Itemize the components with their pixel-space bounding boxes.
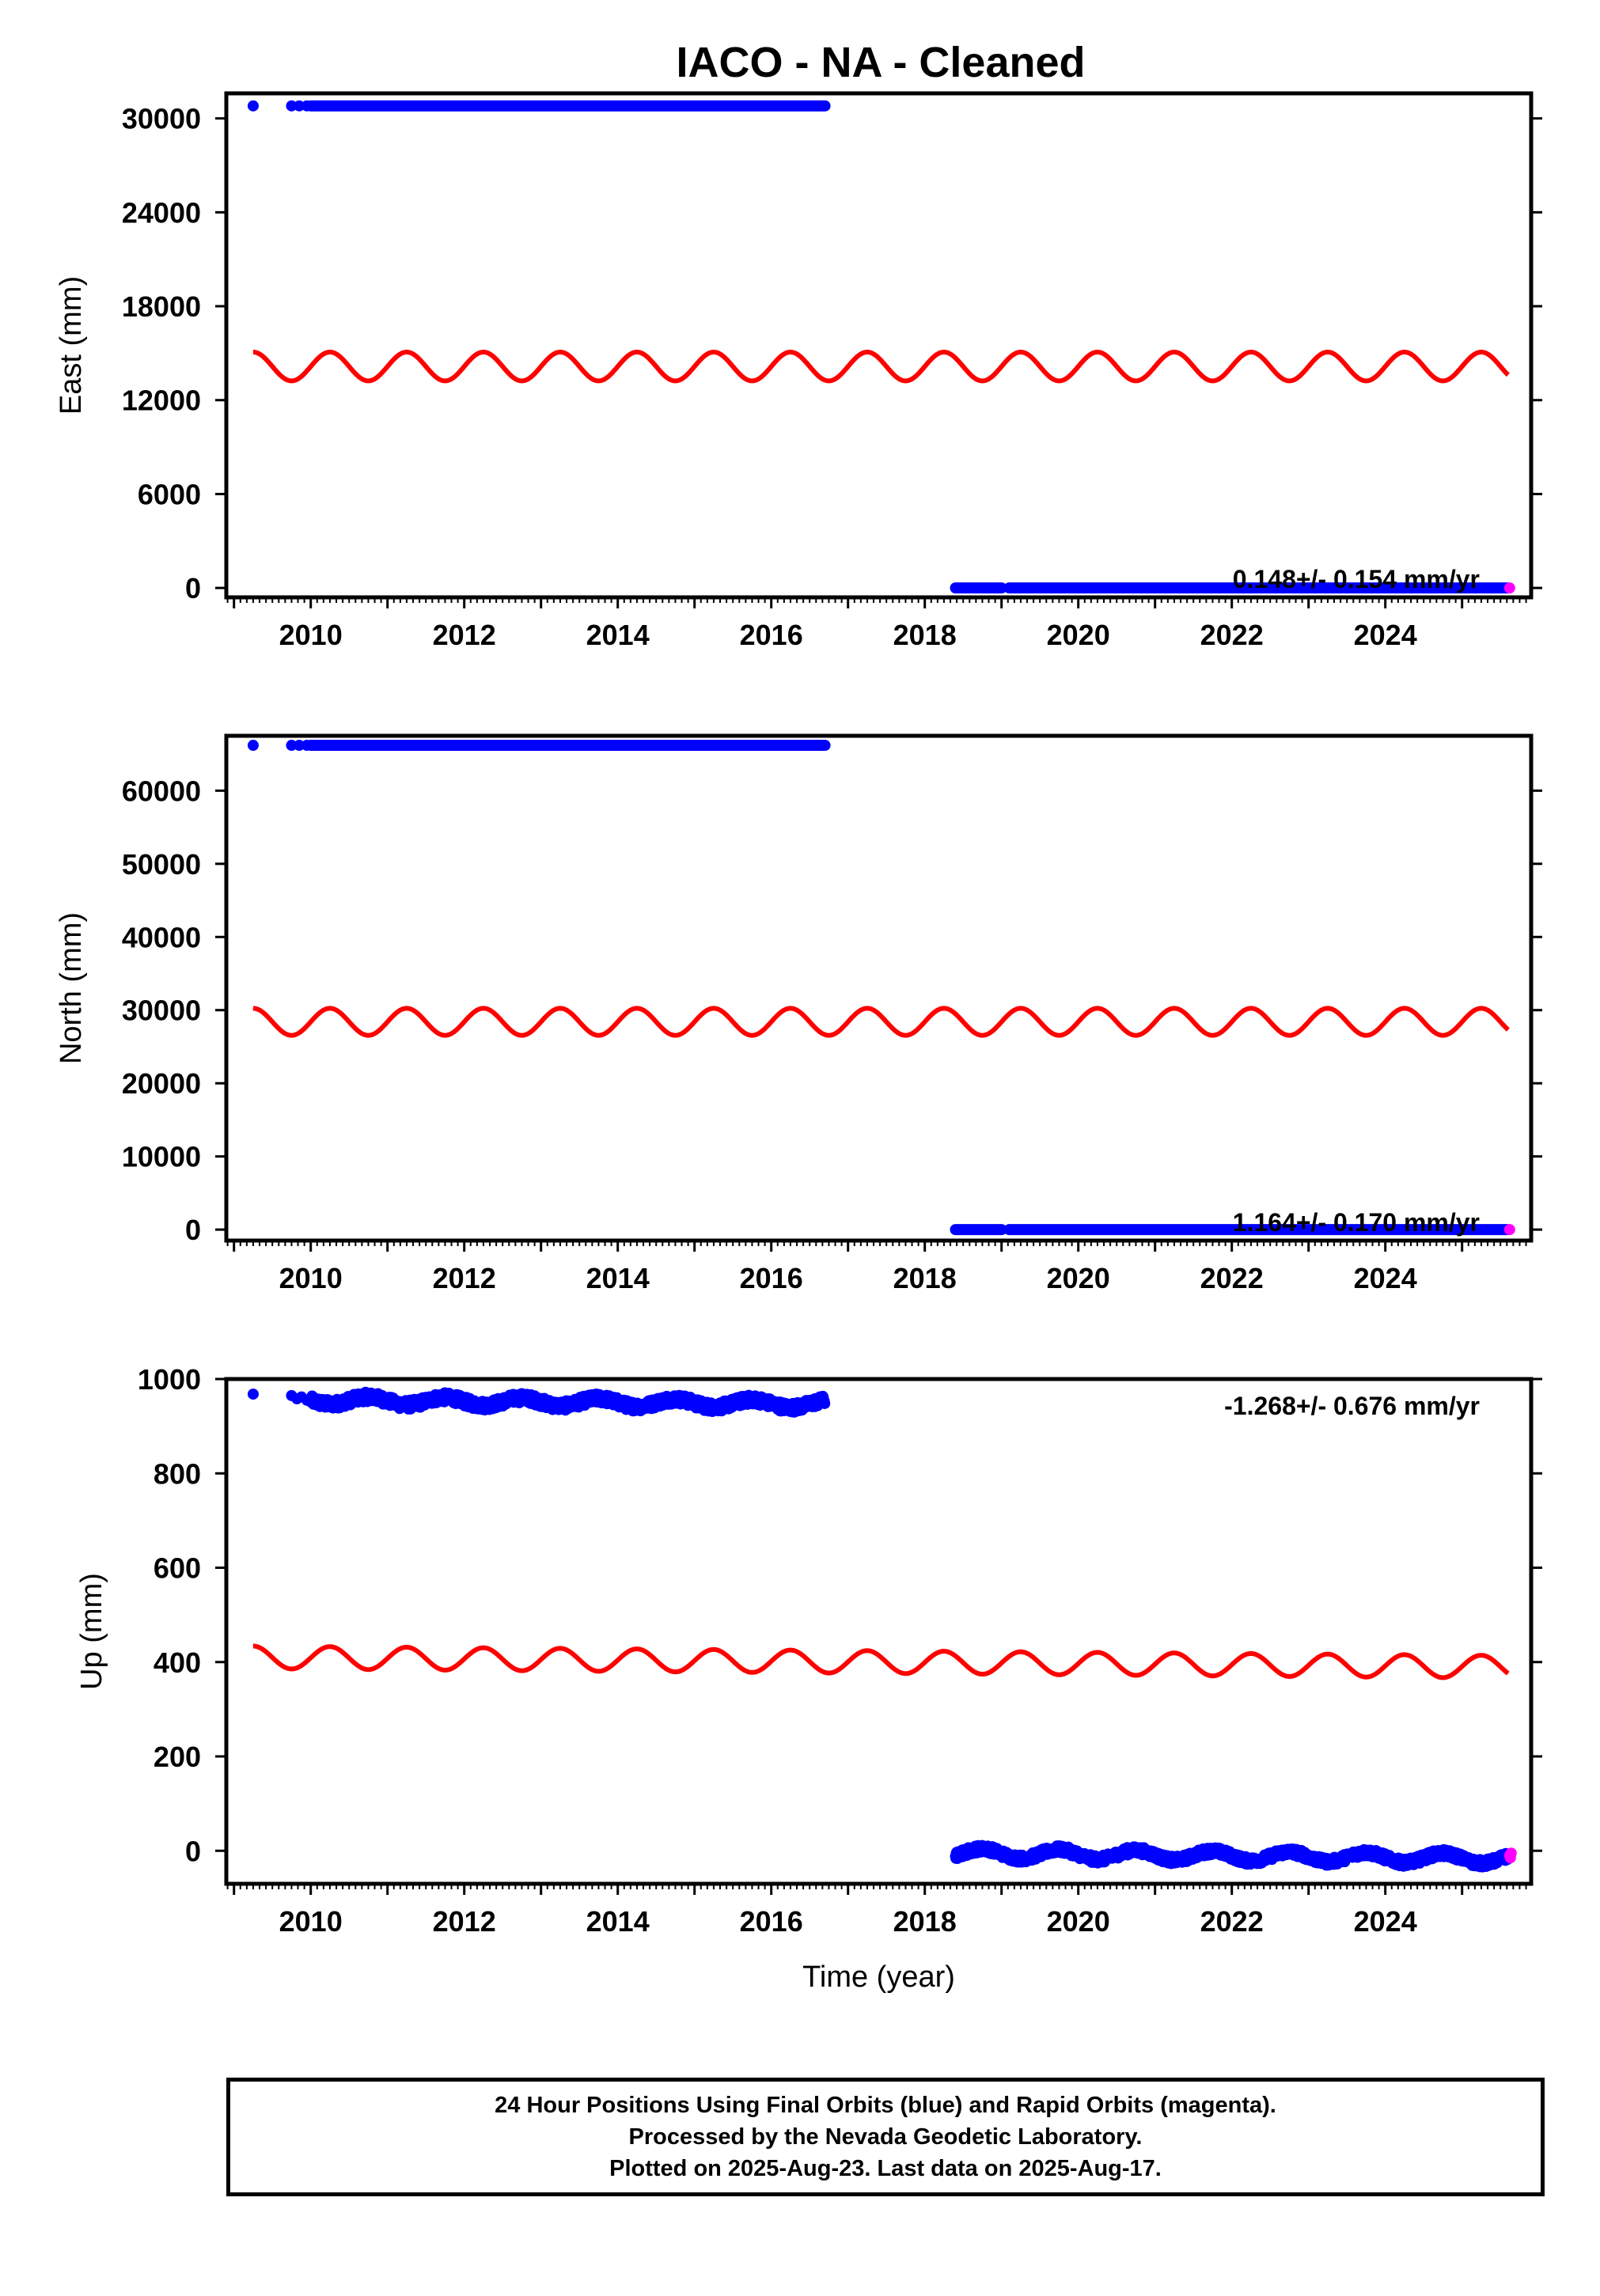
final-orbits-point (286, 100, 298, 112)
plot-area (247, 1386, 1517, 1873)
x-tick-label: 2010 (279, 1905, 343, 1938)
y-tick-label: 400 (154, 1646, 201, 1679)
final-orbits-point (247, 100, 259, 112)
x-tick-label: 2022 (1200, 619, 1264, 651)
chart-title: IACO - NA - Cleaned (676, 39, 1086, 86)
y-tick-label: 0 (185, 1214, 201, 1246)
x-tick-label: 2014 (586, 1262, 650, 1294)
final-orbits-points (305, 1386, 831, 1418)
rapid-orbits-point (1505, 1847, 1517, 1859)
x-tick-label: 2014 (586, 1905, 650, 1938)
final-orbits-point (286, 740, 298, 752)
footer-box: 24 Hour Positions Using Final Orbits (bl… (226, 2078, 1545, 2196)
rapid-orbits-point (1503, 1224, 1515, 1236)
x-tick-label: 2010 (279, 619, 343, 651)
y-tick-label: 6000 (138, 478, 201, 510)
y-tick-label: 800 (154, 1457, 201, 1490)
x-tick-label: 2018 (893, 619, 957, 651)
y-tick-label: 0 (185, 1835, 201, 1867)
model-curve (251, 350, 1510, 384)
rate-annotation: 0.148+/- 0.154 mm/yr (1233, 565, 1480, 593)
plot-area (247, 100, 1515, 594)
x-tick-label: 2024 (1354, 1905, 1417, 1938)
y-tick-label: 18000 (122, 290, 201, 323)
east-panel: 2010 2012 2014 2016 2018 2020 2022 2024 0 6000 120… (55, 91, 1542, 651)
x-tick-label: 2010 (279, 1262, 343, 1294)
final-orbits-points (950, 1839, 1514, 1873)
x-tick-label: 2024 (1354, 619, 1417, 651)
y-tick-label: 40000 (122, 921, 201, 953)
y-tick-label: 12000 (122, 385, 201, 417)
x-tick-label: 2020 (1047, 619, 1110, 651)
y-tick-label: 10000 (122, 1141, 201, 1173)
y-tick-label: 20000 (122, 1067, 201, 1100)
x-tick-label: 2020 (1047, 1262, 1110, 1294)
y-axis-label: Up (mm) (75, 1573, 108, 1690)
final-orbits-point (294, 740, 305, 752)
footer-line-1: 24 Hour Positions Using Final Orbits (bl… (495, 2093, 1276, 2118)
x-tick-label: 2012 (433, 1905, 496, 1938)
plot-area (247, 740, 1515, 1236)
x-tick-label: 2016 (740, 619, 803, 651)
y-tick-label: 1000 (138, 1363, 201, 1396)
y-tick-label: 600 (154, 1552, 201, 1585)
x-tick-label: 2012 (433, 619, 496, 651)
y-axis-label: East (mm) (55, 276, 88, 415)
up-panel: 2010 2012 2014 2016 2018 2020 2022 2024 0 200 400 6… (75, 1363, 1542, 1994)
x-tick-label: 2018 (893, 1262, 957, 1294)
x-tick-label: 2022 (1200, 1262, 1264, 1294)
x-axis-label: Time (year) (802, 1961, 955, 1994)
y-tick-label: 30000 (122, 995, 201, 1027)
north-panel: 2010 2012 2014 2016 2018 2020 2022 2024 0 10000 20… (55, 733, 1542, 1294)
rapid-orbits-point (1503, 582, 1515, 594)
rate-annotation: -1.268+/- 0.676 mm/yr (1224, 1392, 1480, 1420)
model-curve (251, 1643, 1510, 1680)
x-tick-label: 2014 (586, 619, 650, 651)
final-orbits-point (819, 1397, 831, 1409)
x-tick-label: 2016 (740, 1905, 803, 1938)
rate-annotation: 1.164+/- 0.170 mm/yr (1233, 1208, 1480, 1237)
x-tick-label: 2022 (1200, 1905, 1264, 1938)
footer-line-3: Plotted on 2025-Aug-23. Last data on 202… (609, 2156, 1162, 2181)
x-tick-label: 2024 (1354, 1262, 1417, 1294)
y-tick-label: 0 (185, 572, 201, 604)
x-tick-label: 2020 (1047, 1905, 1110, 1938)
final-orbits-point (247, 1389, 259, 1400)
y-tick-label: 200 (154, 1741, 201, 1773)
plot-frame (224, 1377, 1534, 1886)
plot-frame (224, 733, 1534, 1243)
y-axis-label: North (mm) (55, 912, 88, 1064)
final-orbits-point (294, 100, 305, 112)
y-tick-label: 30000 (122, 103, 201, 135)
y-tick-label: 24000 (122, 196, 201, 229)
x-tick-label: 2016 (740, 1262, 803, 1294)
x-tick-label: 2012 (433, 1262, 496, 1294)
final-orbits-point (247, 740, 259, 752)
y-tick-label: 50000 (122, 848, 201, 881)
footer-line-2: Processed by the Nevada Geodetic Laborat… (628, 2124, 1143, 2150)
x-tick-label: 2018 (893, 1905, 957, 1938)
plot-frame (224, 91, 1534, 600)
y-tick-label: 60000 (122, 775, 201, 807)
model-curve (251, 1006, 1510, 1038)
